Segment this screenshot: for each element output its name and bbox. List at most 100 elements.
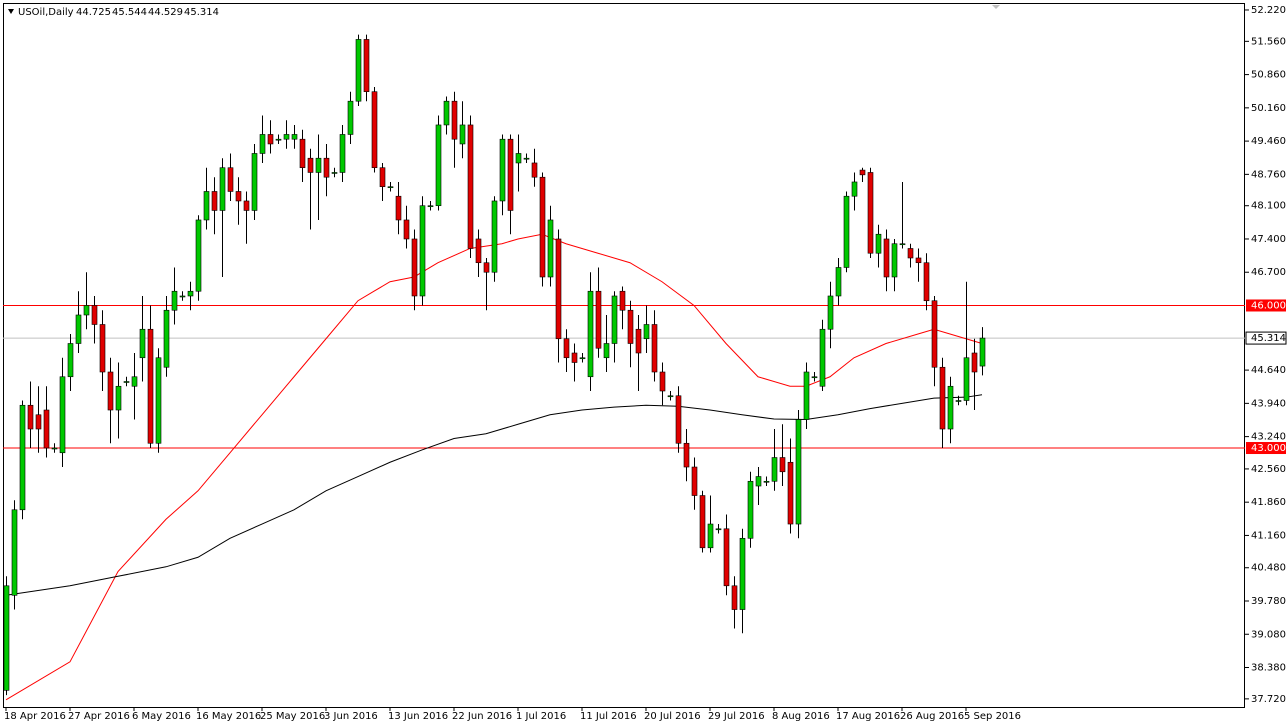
x-tick-label: 13 Jun 2016: [388, 711, 448, 722]
moving-average: [5, 394, 983, 596]
plot-frame: [3, 3, 1245, 708]
candle-body: [35, 414, 42, 430]
candle-body: [91, 305, 98, 325]
price-label-box: [1246, 299, 1286, 312]
x-tick-label: 8 Aug 2016: [772, 711, 830, 722]
candle-body: [907, 248, 914, 259]
candle-body: [875, 233, 882, 254]
candle-body: [491, 200, 498, 273]
candle-body: [827, 295, 834, 330]
candle-body: [947, 385, 954, 430]
candle-body: [795, 419, 802, 525]
candle-body: [139, 328, 146, 359]
price-label-box: [1246, 442, 1286, 455]
candle-body: [939, 366, 946, 430]
candle-body: [739, 537, 746, 610]
candle-body: [883, 238, 890, 278]
candle-body: [803, 371, 810, 420]
candle-body: [643, 324, 650, 340]
candle-body: [403, 219, 410, 240]
candle-body: [811, 376, 818, 379]
header-high: 45.544: [112, 7, 147, 18]
candle-body: [299, 138, 306, 169]
candle-body: [507, 138, 514, 211]
candle-body: [283, 134, 290, 140]
candle-body: [419, 205, 426, 297]
candle-body: [603, 343, 610, 359]
candle-body: [891, 243, 898, 278]
candle-body: [75, 314, 82, 344]
candle-body: [411, 238, 418, 297]
x-tick-label: 18 Apr 2016: [4, 711, 66, 722]
candle-body: [67, 343, 74, 378]
candle-body: [387, 186, 394, 189]
candle-body: [499, 138, 506, 202]
candle-body: [979, 337, 986, 367]
candle-body: [851, 181, 858, 197]
candle-body: [787, 461, 794, 525]
candle-body: [267, 134, 274, 145]
candle-body: [307, 157, 314, 173]
candle-body: [187, 290, 194, 297]
y-tick-label: 41.860: [1251, 497, 1286, 508]
candle-body: [155, 357, 162, 444]
x-tick-label: 16 May 2016: [196, 711, 261, 722]
candle-body: [547, 219, 554, 278]
candle-body: [859, 169, 866, 176]
candle-body: [171, 290, 178, 311]
candle-body: [715, 528, 722, 531]
y-tick-label: 43.940: [1251, 398, 1286, 409]
candle-body: [427, 205, 434, 208]
candle-body: [691, 466, 698, 496]
candle-body: [371, 91, 378, 169]
candle-body: [291, 134, 298, 140]
price-label: 46.000: [1251, 300, 1286, 311]
candle-body: [363, 39, 370, 92]
candle-body: [115, 385, 122, 411]
menu-arrow: [8, 9, 14, 14]
candle-body: [467, 124, 474, 249]
y-tick-label: 49.460: [1251, 136, 1286, 147]
candle-body: [379, 167, 386, 188]
candle-body: [563, 338, 570, 359]
x-tick-label: 6 May 2016: [132, 711, 191, 722]
shift-marker: [992, 5, 1000, 9]
y-tick-label: 37.720: [1251, 694, 1286, 705]
candle-body: [755, 476, 762, 487]
candle-body: [259, 134, 266, 154]
y-tick-label: 50.860: [1251, 70, 1286, 81]
candle-body: [435, 124, 442, 207]
candle-body: [275, 138, 282, 141]
candle-body: [675, 395, 682, 444]
candle-body: [83, 305, 90, 316]
candle-body: [923, 262, 930, 302]
candle-body: [659, 371, 666, 392]
header-close: 45.314: [184, 7, 219, 18]
candle-body: [867, 172, 874, 254]
candle-body: [619, 290, 626, 311]
candle-body: [699, 495, 706, 549]
candle-body: [971, 352, 978, 373]
x-tick-label: 29 Jul 2016: [708, 711, 765, 722]
candle-body: [195, 219, 202, 292]
candle-body: [459, 124, 466, 145]
candle-body: [571, 352, 578, 363]
candle-body: [779, 457, 786, 473]
candle-body: [27, 404, 34, 430]
candle-body: [395, 195, 402, 221]
candle-body: [243, 200, 250, 211]
y-tick-label: 46.700: [1251, 267, 1286, 278]
y-tick-label: 39.780: [1251, 596, 1286, 607]
candle-body: [611, 295, 618, 344]
candle-body: [123, 381, 130, 383]
candle-body: [539, 176, 546, 278]
candle-body: [147, 328, 154, 444]
y-tick-label: 44.640: [1251, 365, 1286, 376]
candle-body: [355, 39, 362, 102]
candle-body: [251, 153, 258, 211]
candle-body: [635, 328, 642, 354]
x-tick-label: 22 Jun 2016: [452, 711, 512, 722]
y-tick-label: 51.560: [1251, 36, 1286, 47]
